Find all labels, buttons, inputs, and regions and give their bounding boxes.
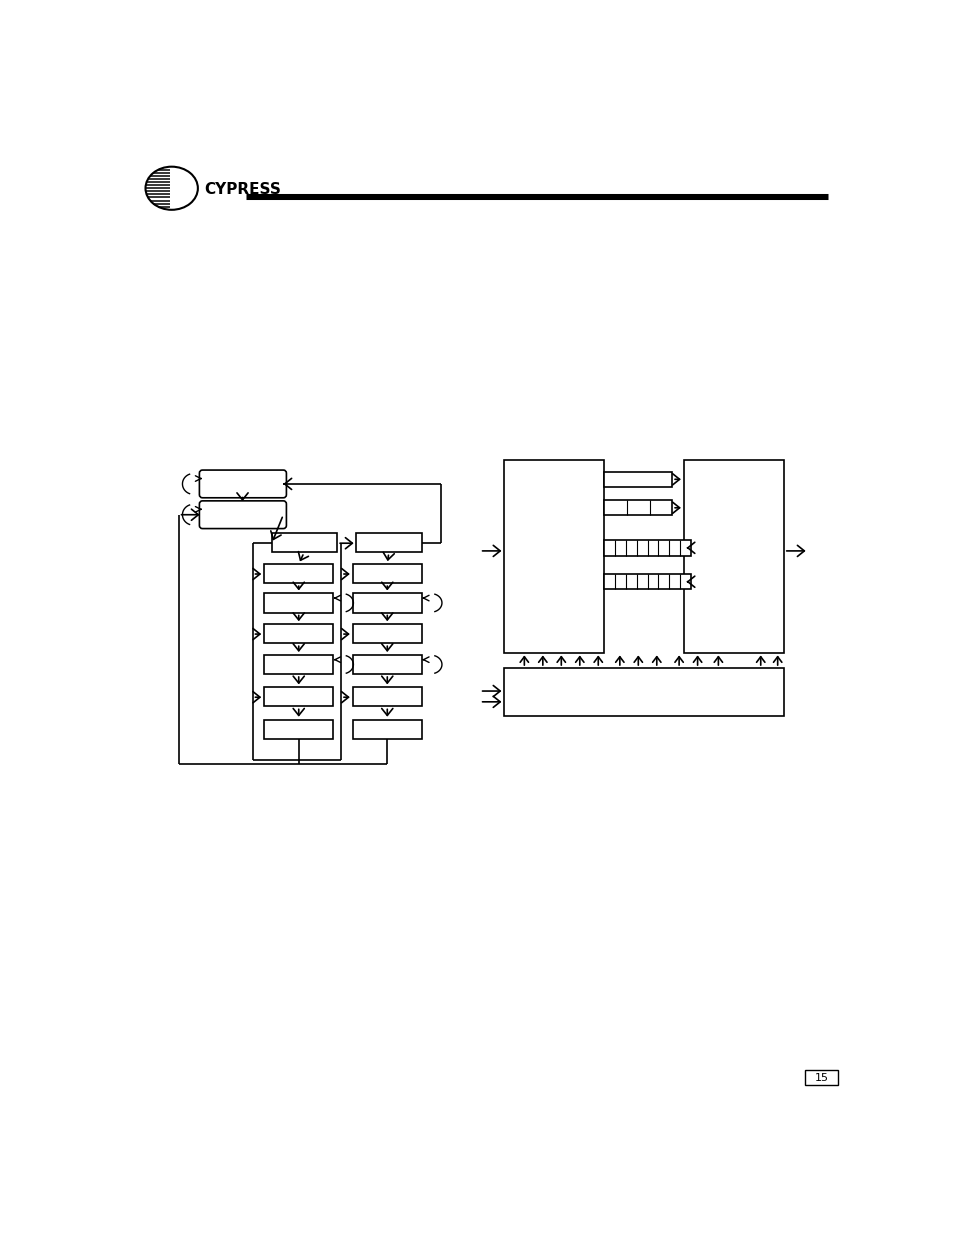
- Bar: [272, 534, 336, 552]
- Bar: [604, 574, 690, 589]
- Bar: [604, 500, 672, 515]
- Bar: [683, 461, 783, 652]
- Bar: [264, 720, 333, 739]
- Bar: [604, 472, 672, 487]
- FancyBboxPatch shape: [199, 471, 286, 498]
- Bar: [353, 655, 421, 674]
- Bar: [264, 687, 333, 706]
- Bar: [264, 564, 333, 583]
- Bar: [353, 593, 421, 613]
- FancyBboxPatch shape: [199, 501, 286, 529]
- Bar: [604, 540, 690, 556]
- Bar: [264, 655, 333, 674]
- Text: CYPRESS: CYPRESS: [204, 183, 280, 198]
- Bar: [504, 668, 783, 716]
- Bar: [356, 534, 421, 552]
- Bar: [264, 624, 333, 643]
- Text: 15: 15: [814, 1072, 828, 1083]
- Bar: [804, 1070, 837, 1086]
- Bar: [353, 564, 421, 583]
- Bar: [353, 624, 421, 643]
- Bar: [353, 720, 421, 739]
- Ellipse shape: [146, 167, 197, 210]
- Bar: [264, 593, 333, 613]
- Bar: [504, 461, 604, 652]
- Bar: [353, 687, 421, 706]
